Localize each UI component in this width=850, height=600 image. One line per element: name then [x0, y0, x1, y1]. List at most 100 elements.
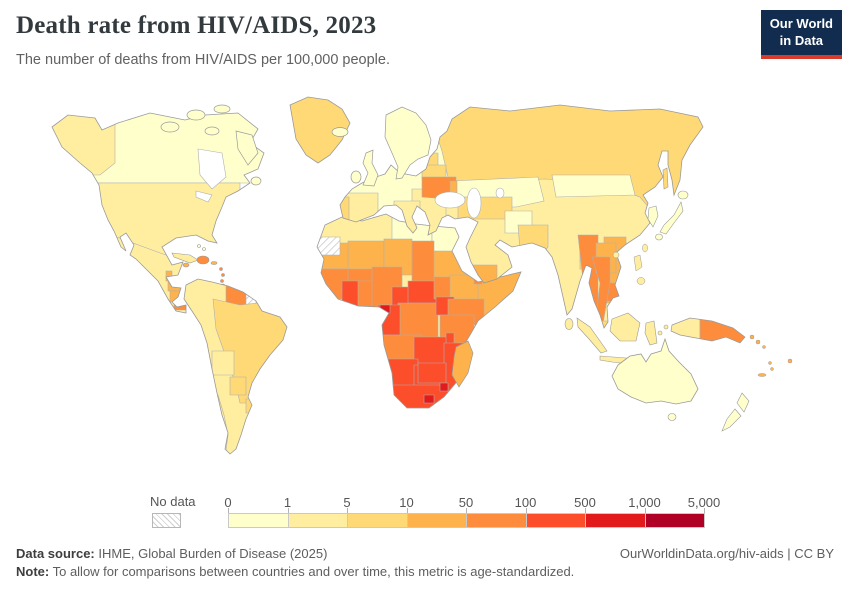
region-scandinavia[interactable]: [384, 106, 432, 180]
country-cuba[interactable]: [171, 252, 199, 264]
border-chile-argentina: [217, 394, 229, 451]
owid-logo[interactable]: Our World in Data: [760, 10, 842, 59]
country-vanuatu: [768, 361, 772, 365]
legend-tick-label: 1: [283, 495, 292, 510]
chart-footer: Data source: IHME, Global Burden of Dise…: [16, 546, 834, 579]
legend-bin-50-100[interactable]: [466, 513, 527, 528]
country-uk[interactable]: [362, 149, 379, 187]
legend-bin-0-1[interactable]: [228, 513, 289, 528]
legend-tick-label: 10: [399, 495, 414, 510]
data-source-text: IHME, Global Burden of Disease (2025): [94, 546, 328, 561]
country-mongolia[interactable]: [551, 174, 636, 198]
world-map-svg[interactable]: [0, 85, 850, 495]
legend-bin-5-10[interactable]: [347, 513, 408, 528]
islands-solomon: [749, 334, 755, 340]
islands-lesser-antilles[interactable]: [219, 267, 223, 271]
country-thailand[interactable]: [591, 256, 611, 329]
owid-logo-line1: Our World: [769, 16, 833, 31]
country-chad[interactable]: [411, 240, 435, 286]
legend-tick-mark: [466, 508, 467, 513]
legend-tick-mark: [287, 508, 289, 513]
region-central-asia[interactable]: [457, 196, 513, 220]
country-iceland[interactable]: [331, 127, 349, 137]
legend-bin-10-50[interactable]: [406, 513, 467, 528]
caspian-sea: [466, 187, 482, 219]
legend-bin-100-500[interactable]: [525, 513, 586, 528]
country-nicaragua[interactable]: [169, 290, 183, 303]
eurasia-coastline: [339, 104, 704, 329]
country-papua-new-guinea[interactable]: [699, 310, 750, 350]
legend-tick-mark: [525, 508, 527, 513]
aral-sea: [495, 187, 505, 199]
legend-tick-label: 100: [514, 495, 537, 510]
legend-tick-label: 5: [343, 495, 351, 510]
country-lesotho[interactable]: [423, 394, 435, 404]
country-hispaniola[interactable]: [196, 255, 210, 265]
pacific-islands[interactable]: [749, 334, 793, 377]
country-bolivia[interactable]: [211, 350, 235, 376]
owid-logo-redbar: [760, 54, 842, 59]
page-title: Death rate from HIV/AIDS, 2023: [16, 12, 377, 39]
country-australia[interactable]: [611, 337, 699, 405]
country-korea[interactable]: [647, 205, 659, 228]
black-sea: [434, 191, 466, 209]
country-ireland[interactable]: [350, 170, 362, 184]
country-honduras[interactable]: [167, 280, 185, 292]
arctic-islands-group[interactable]: [160, 104, 262, 186]
country-philippines[interactable]: [633, 254, 646, 285]
country-south-africa[interactable]: [385, 384, 449, 420]
legend-no-data-label: No data: [150, 494, 196, 509]
country-japan[interactable]: [655, 190, 689, 241]
islands-bahamas[interactable]: [197, 244, 201, 248]
country-moldova[interactable]: [449, 180, 458, 194]
country-paraguay[interactable]: [229, 376, 247, 396]
island-hainan[interactable]: [612, 251, 620, 259]
legend-no-data-swatch[interactable]: [152, 513, 181, 528]
hudson-bay: [197, 148, 227, 190]
south-america-coastline: [183, 278, 288, 455]
country-equatorial-guinea[interactable]: [379, 304, 391, 314]
country-sri-lanka[interactable]: [564, 318, 574, 330]
legend-tick-mark: [644, 508, 646, 513]
country-fiji: [787, 358, 793, 364]
country-taiwan[interactable]: [642, 243, 648, 253]
data-source-line: Data source: IHME, Global Burden of Dise…: [16, 546, 327, 561]
island-newfoundland: [250, 176, 262, 186]
country-pakistan[interactable]: [517, 224, 549, 264]
world-map[interactable]: [0, 85, 850, 495]
chart-subtitle: The number of deaths from HIV/AIDS per 1…: [16, 52, 390, 68]
legend-bar[interactable]: 0 1 5 10 50 100 500 1,000 5,000: [224, 495, 720, 531]
island-tasmania[interactable]: [667, 413, 677, 421]
legend-tick-label: 1,000: [628, 495, 661, 510]
country-ivory-coast[interactable]: [341, 280, 361, 310]
legend-tick-mark: [704, 508, 705, 513]
legend-tick-label: 5,000: [687, 495, 721, 510]
country-madagascar[interactable]: [451, 340, 474, 388]
note-label: Note:: [16, 564, 50, 579]
legend-tick-label: 50: [458, 495, 474, 510]
legend-tick-mark: [228, 508, 229, 513]
country-zimbabwe[interactable]: [417, 362, 447, 384]
territory-western-sahara[interactable]: [316, 236, 341, 256]
country-alaska[interactable]: [40, 95, 116, 176]
owid-url-link[interactable]: OurWorldinData.org/hiv-aids | CC BY: [619, 546, 834, 561]
legend-bin-500-1,000[interactable]: [585, 513, 646, 528]
new-guinea-coastline: [670, 317, 746, 344]
legend-tick-label: 0: [224, 495, 232, 510]
great-lakes: [195, 190, 213, 203]
territory-new-caledonia: [757, 373, 767, 377]
map-legend: No data 0 1 5 10 50 100 500 1,000 5,000: [0, 492, 850, 536]
note-line: Note: To allow for comparisons between c…: [16, 564, 834, 579]
north-america-coastline: [51, 112, 265, 314]
country-puerto-rico[interactable]: [210, 261, 218, 265]
country-new-zealand[interactable]: [721, 392, 750, 432]
legend-tick-label: 500: [574, 495, 596, 510]
island-sakhalin[interactable]: [662, 167, 669, 190]
owid-logo-line2: in Data: [779, 32, 824, 48]
legend-bin-1-5[interactable]: [287, 513, 348, 528]
country-greenland[interactable]: [289, 96, 351, 164]
country-jamaica[interactable]: [182, 262, 190, 268]
country-eswatini[interactable]: [439, 382, 449, 392]
legend-bin-1,000-5,000[interactable]: [644, 513, 705, 528]
